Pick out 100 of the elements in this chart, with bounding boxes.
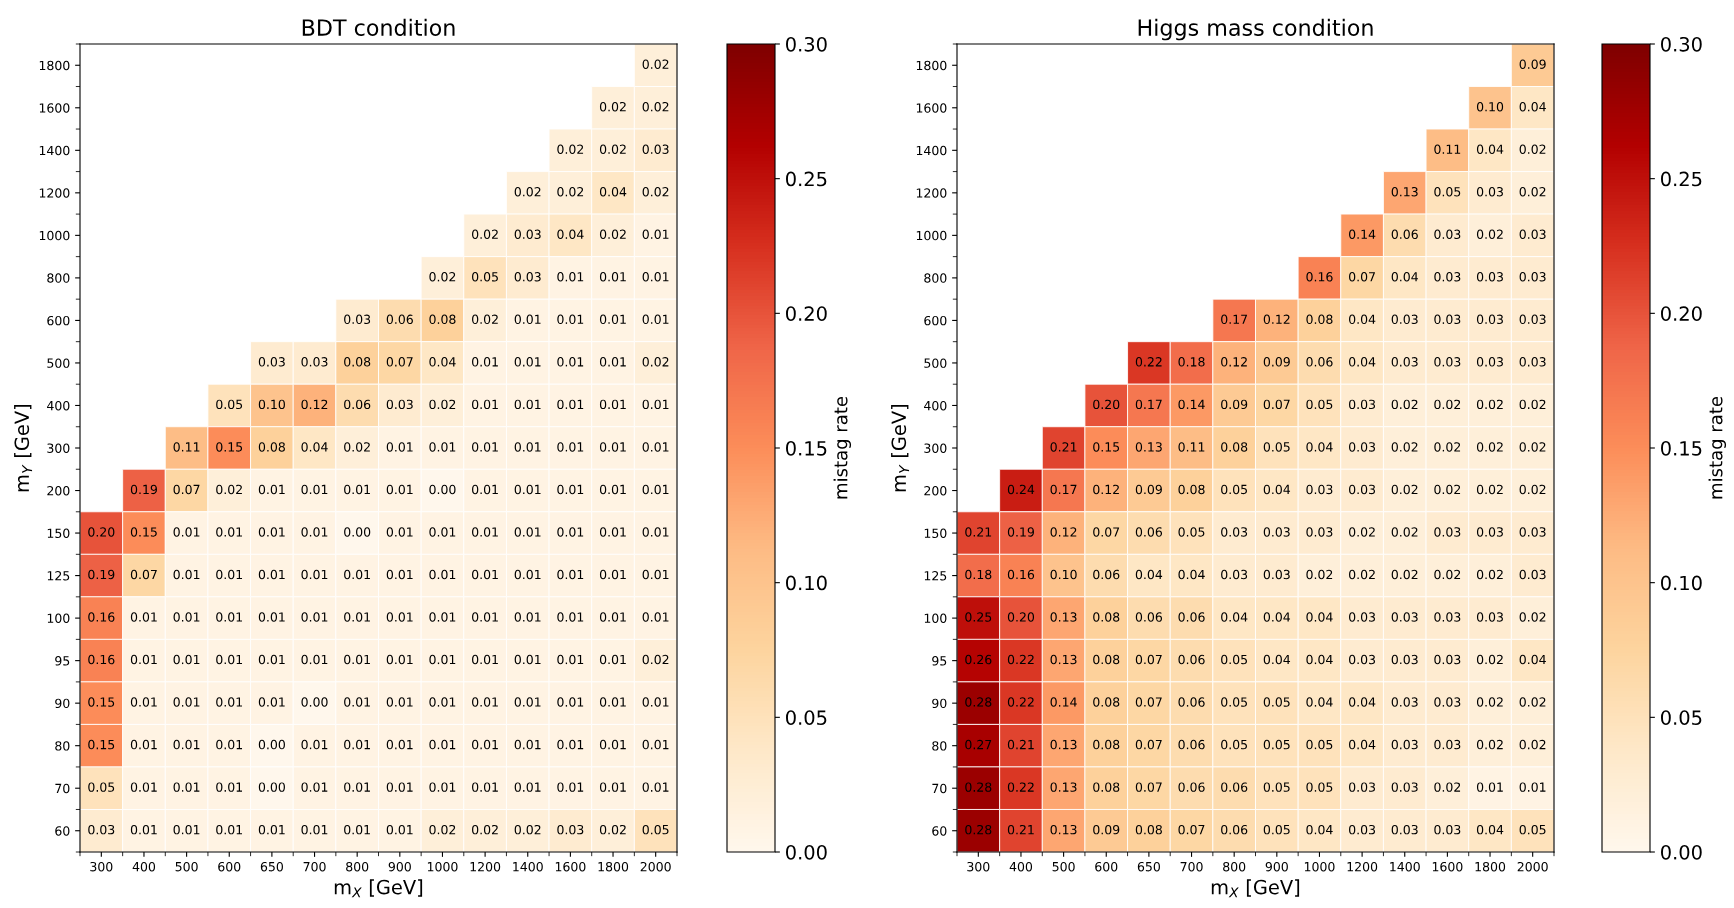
data-label: 0.15 — [1093, 442, 1120, 452]
data-label: 0.08 — [1093, 782, 1120, 792]
data-label: 0.01 — [344, 569, 370, 580]
data-label: 0.04 — [1263, 484, 1291, 495]
data-label: 0.01 — [386, 654, 413, 665]
color-bar-label: 0.10 — [786, 575, 827, 591]
data-label: 0.01 — [472, 654, 498, 665]
data-label: 0.03 — [1434, 314, 1461, 325]
data-label: 0.03 — [1391, 314, 1418, 325]
data-label: 0.02 — [1519, 187, 1546, 197]
data-label: 0.01 — [557, 484, 584, 495]
data-label: 0.07 — [173, 484, 200, 495]
data-label: 0.13 — [1135, 442, 1162, 452]
data-label: 0.02 — [1434, 484, 1461, 495]
data-label: 0.01 — [642, 442, 669, 452]
data-label: 0.01 — [173, 527, 200, 537]
y-tick-label: 300 — [924, 443, 947, 453]
data-label: 0.03 — [1221, 527, 1248, 537]
data-label: 0.09 — [1093, 824, 1120, 835]
data-label: 0.05 — [1306, 739, 1333, 750]
data-label: 0.15 — [88, 739, 115, 750]
data-label: 0.12 — [1263, 314, 1290, 325]
data-label: 0.01 — [514, 612, 541, 622]
data-label: 0.01 — [344, 654, 370, 665]
color-bar-label: 0.20 — [786, 306, 827, 321]
y-tick-label: 1800 — [39, 60, 70, 71]
data-label: 0.01 — [344, 484, 370, 495]
x-tick-label: 800 — [346, 861, 369, 872]
data-label: 0.08 — [1093, 654, 1120, 665]
data-label: 0.15 — [130, 527, 157, 537]
data-label: 0.18 — [965, 569, 992, 580]
data-label: 0.28 — [965, 782, 992, 792]
y-tick-label: 125 — [924, 571, 947, 581]
color-bar-label: 0.05 — [1661, 710, 1702, 725]
data-label: 0.01 — [599, 654, 626, 665]
data-label: 0.04 — [1349, 314, 1376, 325]
data-label: 0.03 — [1434, 272, 1461, 282]
y-tick-label: 400 — [924, 400, 947, 411]
data-label: 0.01 — [514, 697, 541, 707]
data-label: 0.01 — [642, 739, 669, 750]
data-label: 0.02 — [599, 229, 626, 239]
data-label: 0.03 — [1349, 824, 1376, 835]
data-label: 0.03 — [1476, 187, 1503, 197]
data-label: 0.01 — [472, 697, 498, 707]
data-label: 0.05 — [1263, 824, 1290, 835]
data-label: 0.10 — [258, 399, 285, 410]
data-label: 0.02 — [557, 187, 584, 197]
x-tick-label: 650 — [1137, 861, 1160, 872]
y-tick-label: 95 — [932, 656, 947, 666]
data-label: 0.06 — [386, 314, 413, 325]
data-label: 0.04 — [1135, 569, 1163, 580]
data-label: 0.01 — [216, 824, 243, 835]
data-label: 0.05 — [88, 782, 115, 792]
data-label: 0.01 — [599, 272, 626, 282]
data-label: 0.01 — [429, 569, 456, 580]
data-label: 0.17 — [1221, 314, 1248, 325]
data-label: 0.02 — [1434, 442, 1461, 452]
x-tick-label: 1400 — [513, 861, 543, 872]
data-label: 0.04 — [1178, 569, 1205, 580]
data-label: 0.01 — [301, 782, 328, 792]
data-label: 0.06 — [1178, 612, 1205, 622]
data-label: 0.01 — [472, 357, 498, 367]
data-label: 0.01 — [216, 739, 243, 750]
data-label: 0.11 — [173, 442, 200, 452]
data-label: 0.14 — [1050, 697, 1077, 707]
data-label: 0.01 — [472, 612, 498, 622]
data-label: 0.03 — [1349, 442, 1376, 452]
data-label: 0.01 — [344, 739, 370, 750]
data-label: 0.03 — [1263, 527, 1290, 537]
data-label: 0.01 — [258, 569, 285, 580]
data-label: 0.03 — [1434, 824, 1461, 835]
y-axis-title: m$_{Y}$ [GeV] — [14, 404, 33, 492]
y-tick-label: 80 — [55, 741, 70, 751]
data-label: 0.01 — [173, 824, 200, 835]
data-label: 0.03 — [1391, 782, 1418, 792]
data-label: 0.02 — [429, 824, 456, 835]
data-label: 0.08 — [1178, 484, 1205, 495]
x-tick-label: 400 — [1009, 861, 1033, 872]
x-tick-label: 1200 — [470, 861, 501, 872]
data-label: 0.01 — [642, 484, 669, 495]
data-label: 0.20 — [1093, 399, 1120, 410]
data-label: 0.22 — [1007, 697, 1034, 707]
data-label: 0.03 — [1391, 697, 1418, 707]
data-label: 0.00 — [258, 782, 285, 792]
data-label: 0.06 — [344, 399, 371, 410]
data-label: 0.03 — [1391, 612, 1418, 622]
data-label: 0.01 — [258, 697, 285, 707]
y-tick-label: 70 — [55, 783, 70, 794]
data-label: 0.01 — [216, 697, 243, 707]
data-label: 0.05 — [642, 824, 669, 835]
data-label: 0.02 — [1306, 569, 1333, 580]
color-bar-label: 0.25 — [786, 171, 827, 187]
data-label: 0.01 — [642, 229, 669, 239]
data-label: 0.02 — [1476, 654, 1503, 665]
data-label: 0.01 — [173, 612, 200, 622]
data-label: 0.05 — [216, 399, 243, 410]
data-label: 0.15 — [88, 697, 115, 707]
data-label: 0.03 — [1476, 612, 1503, 622]
x-tick-label: 1400 — [1390, 861, 1420, 872]
data-label: 0.02 — [1391, 569, 1418, 580]
